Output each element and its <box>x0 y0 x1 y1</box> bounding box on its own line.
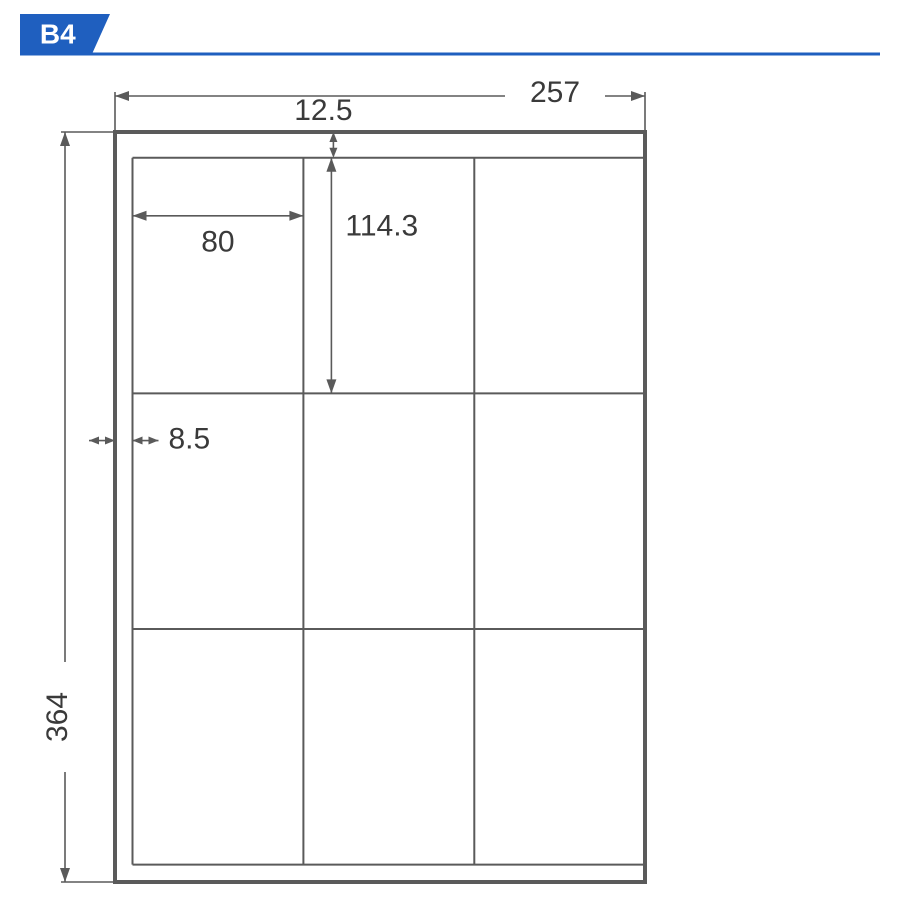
dim-label-margin-left: 8.5 <box>169 422 211 455</box>
dim-label-cell-w: 80 <box>201 226 234 259</box>
dim-label-margin-top: 12.5 <box>294 94 352 127</box>
sheet-outline <box>115 132 645 882</box>
dimension-diagram: 257 12.5 80 114.3 8.5 364 <box>41 76 645 882</box>
header-label: B4 <box>40 18 76 49</box>
dim-label-width-total: 257 <box>530 76 580 109</box>
dim-label-cell-h: 114.3 <box>345 210 418 243</box>
diagram-stage: B4 257 12.5 80 114.3 8.5 364 <box>0 0 900 900</box>
dim-label-height-total: 364 <box>41 692 74 742</box>
header: B4 <box>20 14 880 54</box>
